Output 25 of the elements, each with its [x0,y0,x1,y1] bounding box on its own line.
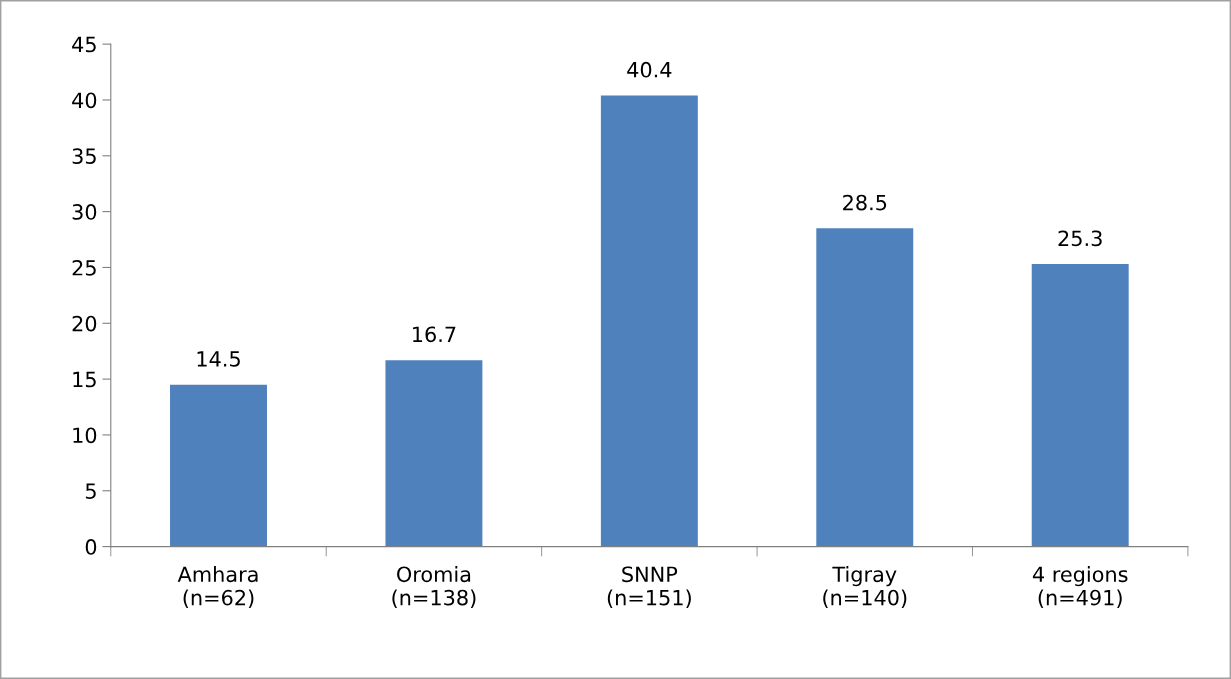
bar [600,95,698,547]
y-tick-label: 40 [72,92,97,109]
data-label: 16.7 [413,326,456,343]
y-tick-label: 35 [72,148,96,164]
y-tick-label: 5 [85,483,96,499]
y-tick-label: 30 [72,204,97,220]
data-label: 14.5 [197,351,240,367]
bar [1031,264,1129,547]
y-tick-label: 0 [85,539,97,555]
x-tick-label: Tigray (n=140) [823,566,907,608]
bar [816,228,914,547]
x-tick-label: SNNP (n=151) [607,566,691,608]
y-tick-label: 45 [72,36,96,53]
data-label: 28.5 [843,194,887,211]
y-tick-label: 20 [72,315,97,332]
data-label: 25.3 [1058,230,1102,247]
y-tick-label: 10 [73,427,97,444]
y-tick-label: 25 [72,259,96,276]
bar [170,384,267,547]
bar [385,360,483,547]
data-label: 40.4 [627,61,672,78]
y-tick-label: 15 [73,371,96,388]
x-tick-label: 4 regions (n=491) [1032,566,1128,608]
x-tick-label: Amhara (n=62) [177,566,258,608]
x-tick-label: Oromia (n=138) [392,566,476,608]
